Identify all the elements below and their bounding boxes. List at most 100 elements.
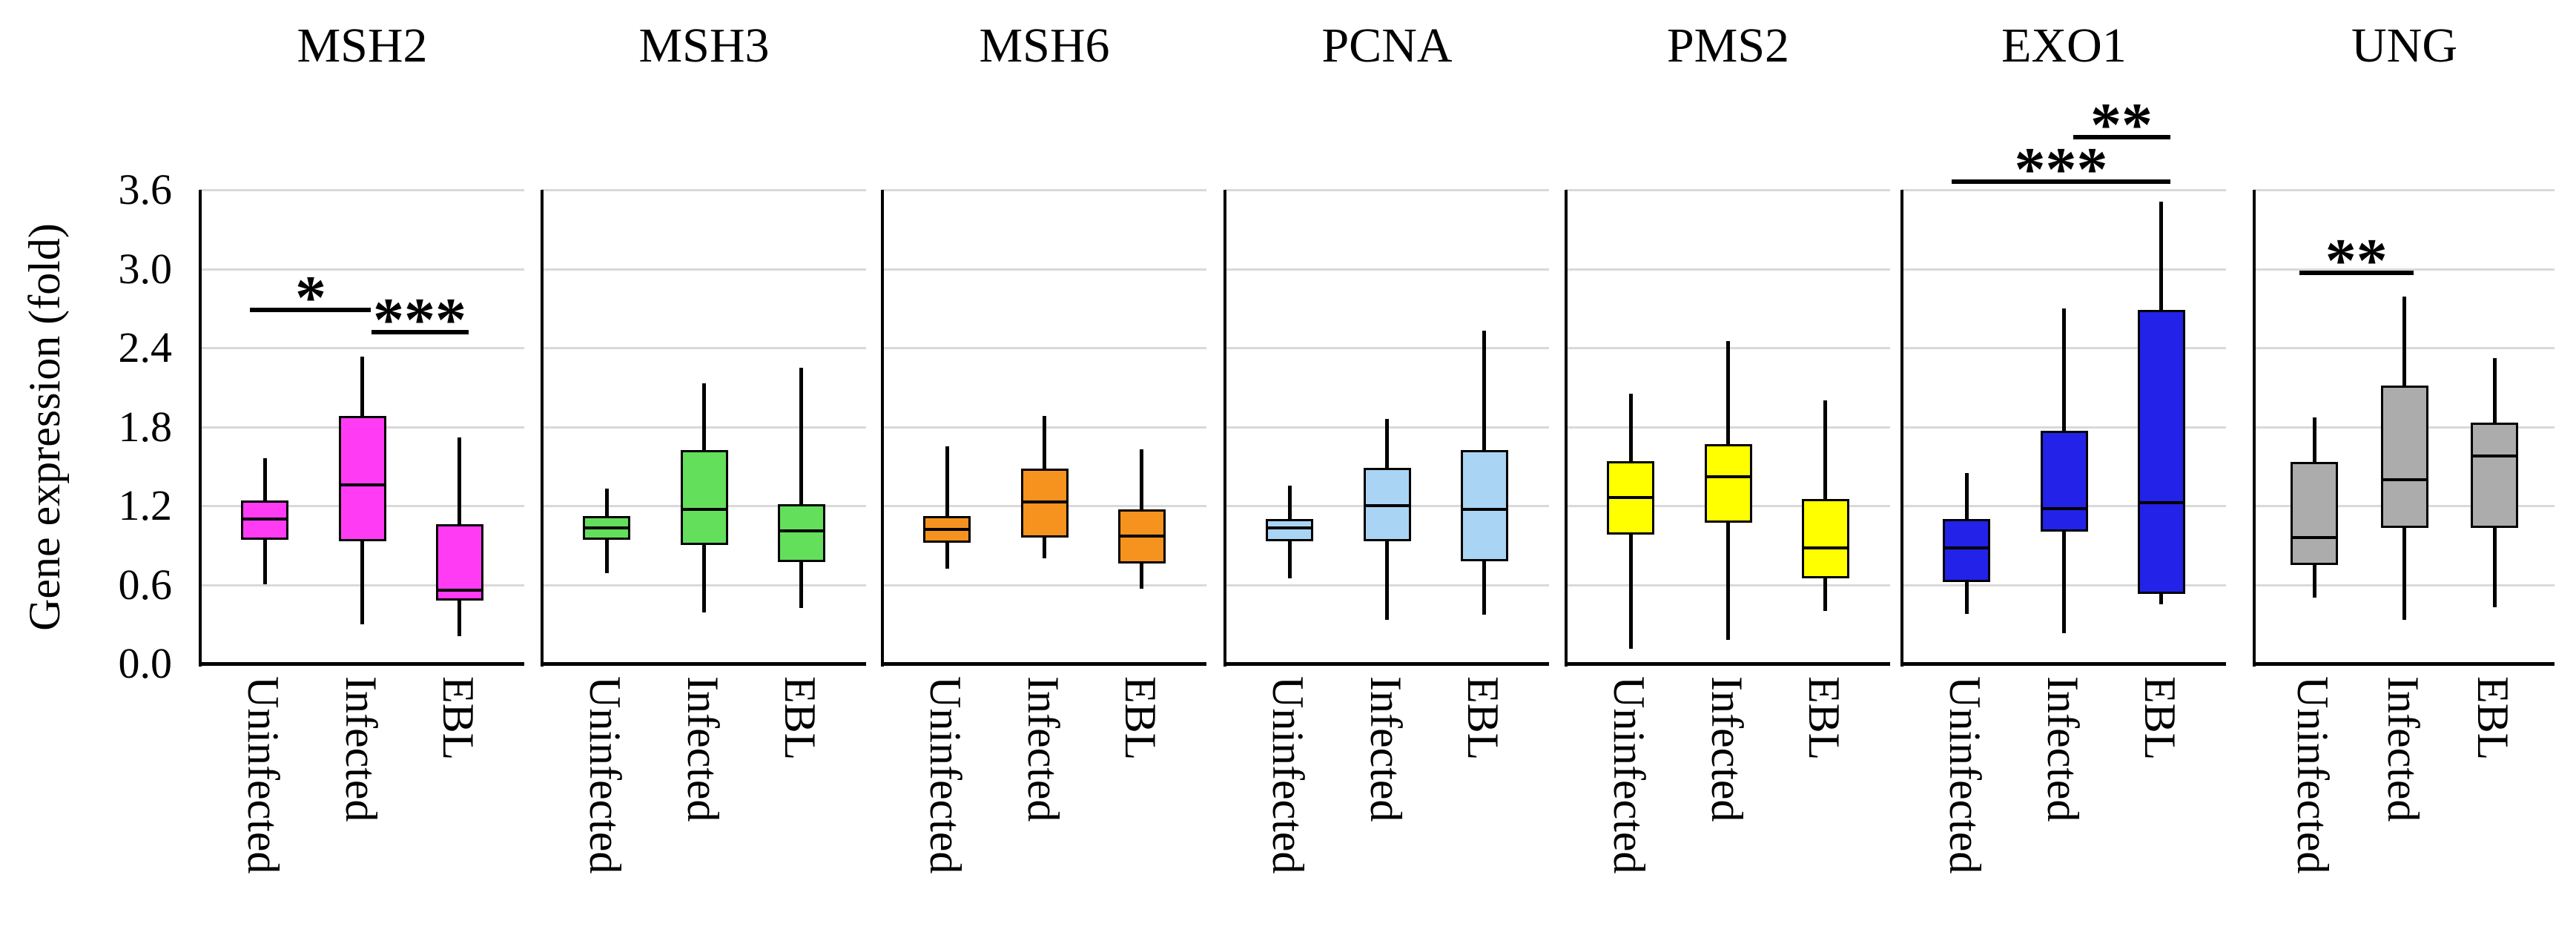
y-tick-label: 3.0 bbox=[118, 244, 173, 293]
x-label-UNG-EBL: EBL bbox=[2468, 676, 2517, 761]
median-UNG-Uninfected bbox=[2291, 535, 2338, 539]
significance-bar-EXO1-0 bbox=[2073, 135, 2170, 139]
panel-title-MSH3: MSH3 bbox=[638, 19, 770, 73]
gridline bbox=[200, 189, 524, 191]
panel-left-spine bbox=[1565, 190, 1568, 667]
x-label-MSH3-EBL: EBL bbox=[775, 676, 825, 761]
gridline bbox=[882, 268, 1206, 271]
x-label-MSH6-EBL: EBL bbox=[1115, 676, 1165, 761]
whisker-MSH3-EBL bbox=[799, 367, 804, 609]
panel-title-PMS2: PMS2 bbox=[1666, 19, 1790, 73]
gridline bbox=[200, 268, 524, 271]
median-MSH2-Uninfected bbox=[241, 517, 289, 520]
median-PMS2-EBL bbox=[1801, 546, 1849, 549]
panel-x-axis bbox=[541, 662, 866, 666]
median-PMS2-Infected bbox=[1704, 475, 1752, 478]
box-MSH2-Infected bbox=[338, 416, 386, 541]
gridline bbox=[882, 584, 1206, 586]
median-EXO1-Infected bbox=[2040, 506, 2088, 510]
gridline bbox=[2254, 189, 2554, 191]
panel-title-EXO1: EXO1 bbox=[2001, 19, 2127, 73]
panel-x-axis bbox=[1223, 662, 1549, 666]
x-label-UNG-Uninfected: Uninfected bbox=[2288, 676, 2337, 874]
box-UNG-EBL bbox=[2471, 423, 2518, 529]
box-UNG-Infected bbox=[2380, 386, 2428, 529]
gridline bbox=[1566, 189, 1890, 191]
gridline bbox=[542, 347, 866, 349]
x-label-PMS2-Uninfected: Uninfected bbox=[1605, 676, 1654, 874]
median-EXO1-EBL bbox=[2137, 501, 2185, 505]
panel-title-PCNA: PCNA bbox=[1321, 19, 1453, 73]
x-label-MSH6-Infected: Infected bbox=[1018, 676, 1068, 822]
box-PMS2-Infected bbox=[1704, 443, 1752, 523]
median-MSH6-Infected bbox=[1020, 500, 1069, 503]
x-label-PCNA-EBL: EBL bbox=[1458, 676, 1507, 761]
significance-bar-UNG-0 bbox=[2299, 270, 2414, 275]
panel-left-spine bbox=[1900, 190, 1903, 667]
panel-title-MSH6: MSH6 bbox=[979, 19, 1110, 73]
panel-left-spine bbox=[1223, 190, 1226, 667]
significance-label-MSH2-1: *** bbox=[373, 285, 467, 354]
y-tick-label: 3.6 bbox=[118, 165, 173, 214]
box-MSH3-EBL bbox=[777, 504, 825, 563]
x-label-MSH6-Uninfected: Uninfected bbox=[921, 676, 971, 874]
median-UNG-Infected bbox=[2380, 477, 2428, 481]
x-label-PMS2-EBL: EBL bbox=[1799, 676, 1849, 761]
panel-x-axis bbox=[2253, 662, 2554, 666]
gridline bbox=[882, 189, 1206, 191]
gridline bbox=[2254, 268, 2554, 271]
significance-label-EXO1-1: *** bbox=[2014, 135, 2108, 205]
median-MSH3-Infected bbox=[680, 508, 728, 512]
gridline bbox=[1225, 347, 1549, 349]
x-label-EXO1-Uninfected: Uninfected bbox=[1941, 676, 1990, 874]
x-label-PCNA-Infected: Infected bbox=[1361, 676, 1410, 822]
panel-title-MSH2: MSH2 bbox=[297, 19, 428, 73]
gridline bbox=[542, 268, 866, 271]
y-tick-label: 1.8 bbox=[118, 402, 173, 451]
panel-x-axis bbox=[881, 662, 1206, 666]
gridline bbox=[1566, 268, 1890, 271]
median-UNG-EBL bbox=[2471, 454, 2518, 457]
x-label-MSH2-Uninfected: Uninfected bbox=[239, 676, 288, 874]
significance-bar-EXO1-1 bbox=[1952, 179, 2170, 185]
x-label-EXO1-Infected: Infected bbox=[2038, 676, 2087, 822]
median-MSH3-Uninfected bbox=[583, 526, 631, 530]
box-MSH2-EBL bbox=[435, 523, 483, 601]
gridline bbox=[1902, 268, 2226, 271]
panel-x-axis bbox=[1565, 662, 1890, 666]
y-tick-label: 2.4 bbox=[118, 323, 173, 371]
box-EXO1-EBL bbox=[2137, 309, 2185, 594]
panel-left-spine bbox=[541, 190, 544, 667]
gridline bbox=[1902, 189, 2226, 191]
median-PCNA-Infected bbox=[1363, 504, 1411, 507]
gridline bbox=[200, 347, 524, 349]
box-EXO1-Infected bbox=[2040, 430, 2088, 532]
gridline bbox=[882, 347, 1206, 349]
y-tick-label: 0.0 bbox=[118, 639, 173, 687]
panel-left-spine bbox=[2253, 190, 2256, 667]
significance-bar-MSH2-0 bbox=[250, 307, 371, 312]
panel-x-axis bbox=[1900, 662, 2226, 666]
box-EXO1-Uninfected bbox=[1943, 518, 1991, 582]
median-MSH3-EBL bbox=[777, 529, 825, 532]
panel-left-spine bbox=[881, 190, 884, 667]
y-tick-label: 0.6 bbox=[118, 560, 173, 609]
panel-left-spine bbox=[199, 190, 202, 667]
box-MSH3-Infected bbox=[680, 450, 728, 546]
box-UNG-Uninfected bbox=[2291, 462, 2338, 565]
median-PCNA-Uninfected bbox=[1266, 526, 1314, 530]
x-label-MSH2-EBL: EBL bbox=[433, 676, 483, 761]
significance-bar-MSH2-1 bbox=[371, 329, 469, 334]
box-PCNA-EBL bbox=[1460, 450, 1508, 561]
x-label-EXO1-EBL: EBL bbox=[2135, 676, 2184, 761]
significance-label-UNG-0: ** bbox=[2325, 225, 2388, 295]
gridline bbox=[542, 189, 866, 191]
x-label-MSH3-Uninfected: Uninfected bbox=[581, 676, 630, 874]
gridline bbox=[1225, 268, 1549, 271]
x-label-PMS2-Infected: Infected bbox=[1702, 676, 1751, 822]
box-PCNA-Uninfected bbox=[1266, 518, 1314, 541]
x-label-PCNA-Uninfected: Uninfected bbox=[1264, 676, 1313, 874]
x-label-MSH3-Infected: Infected bbox=[678, 676, 727, 822]
x-label-MSH2-Infected: Infected bbox=[336, 676, 386, 822]
